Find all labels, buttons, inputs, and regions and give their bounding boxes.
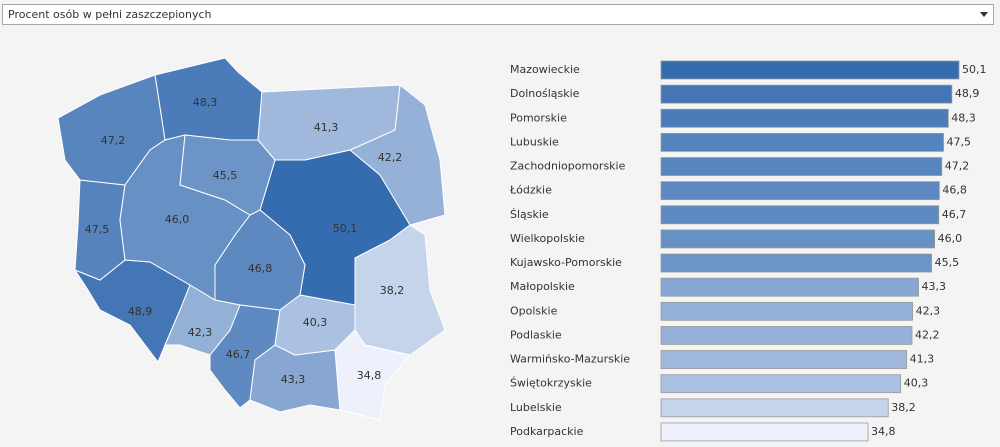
bar: [660, 60, 960, 80]
category-label: Lubuskie: [510, 135, 559, 148]
category-label: Podlaskie: [510, 328, 562, 341]
bar: [660, 132, 944, 152]
map-value-label: 38,2: [380, 284, 405, 297]
value-label: 46,0: [938, 232, 963, 245]
map-region: [74, 179, 126, 281]
bar: [660, 84, 953, 104]
category-label: Warmińsko-Mazurskie: [510, 353, 630, 366]
map-region: [164, 284, 241, 356]
map-value-label: 46,0: [165, 213, 190, 226]
category-label: Śląskie: [510, 208, 549, 221]
bar: [660, 350, 908, 369]
value-label: 41,3: [910, 353, 935, 366]
map-value-label: 46,7: [226, 348, 251, 361]
bar: [660, 229, 936, 249]
map-value-label: 48,9: [128, 305, 153, 318]
value-label: 46,8: [942, 184, 967, 197]
value-label: 43,3: [922, 280, 947, 293]
bar: [660, 301, 914, 321]
bar: [660, 157, 943, 176]
map-value-label: 47,5: [85, 223, 110, 236]
value-label: 48,3: [951, 111, 976, 124]
category-label: Wielkopolskie: [510, 232, 585, 245]
map-value-label: 46,8: [248, 262, 273, 275]
category-label: Zachodniopomorskie: [510, 160, 626, 173]
map-region: [259, 149, 411, 306]
bar: [660, 181, 940, 201]
map-value-label: 40,3: [303, 316, 328, 329]
category-label: Mazowieckie: [510, 63, 580, 76]
map-region: [214, 209, 306, 311]
map-region: [274, 294, 356, 356]
value-label: 50,1: [962, 63, 987, 76]
map-region: [257, 84, 401, 161]
dropdown-arrow: [980, 12, 988, 17]
category-label: Opolskie: [510, 304, 558, 317]
category-label: Pomorskie: [510, 111, 567, 124]
map-region: [73, 259, 191, 363]
map-value-label: 45,5: [213, 169, 238, 182]
map-region: [119, 134, 251, 301]
map-region: [179, 134, 276, 216]
map-region: [349, 84, 446, 226]
category-label: Podkarpackie: [510, 425, 584, 438]
map-region: [57, 74, 166, 186]
value-label: 42,2: [915, 328, 940, 341]
bar: [660, 326, 913, 345]
bar: [660, 277, 919, 297]
value-label: 45,5: [935, 256, 960, 269]
value-label: 40,3: [904, 377, 929, 390]
dropdown-label: Procent osób w pełni zaszczepionych: [8, 8, 212, 21]
category-label: Lubelskie: [510, 401, 562, 414]
map-value-label: 43,3: [281, 373, 306, 386]
map-region: [334, 329, 411, 421]
category-label: Świętokrzyskie: [510, 377, 592, 390]
map-region: [354, 224, 446, 356]
map-region: [209, 304, 281, 409]
category-label: Małopolskie: [510, 280, 575, 293]
value-label: 34,8: [871, 425, 896, 438]
category-label: Kujawsko-Pomorskie: [510, 256, 622, 269]
value-label: 38,2: [891, 401, 916, 414]
map-value-label: 42,2: [378, 151, 403, 164]
map-value-label: 34,8: [357, 369, 382, 382]
value-label: 46,7: [942, 208, 967, 221]
category-label: Dolnośląskie: [510, 87, 580, 100]
dropdown[interactable]: Procent osób w pełni zaszczepionych: [2, 4, 994, 25]
value-label: 42,3: [916, 304, 941, 317]
map-value-label: 41,3: [314, 121, 339, 134]
bar: [660, 374, 902, 394]
value-label: 47,2: [945, 160, 970, 173]
bar: [660, 205, 940, 225]
bar: [660, 108, 949, 128]
value-label: 47,5: [947, 135, 972, 148]
category-label: Łódzkie: [509, 184, 552, 197]
map-region: [249, 344, 341, 413]
value-label: 48,9: [955, 87, 980, 100]
map-region: [154, 57, 263, 141]
bar: [660, 422, 869, 442]
bar: [660, 398, 889, 418]
map-value-label: 48,3: [193, 96, 218, 109]
map-value-label: 47,2: [101, 134, 126, 147]
map-value-label: 42,3: [188, 326, 213, 339]
bar: [660, 253, 933, 273]
map-value-label: 50,1: [333, 222, 358, 235]
